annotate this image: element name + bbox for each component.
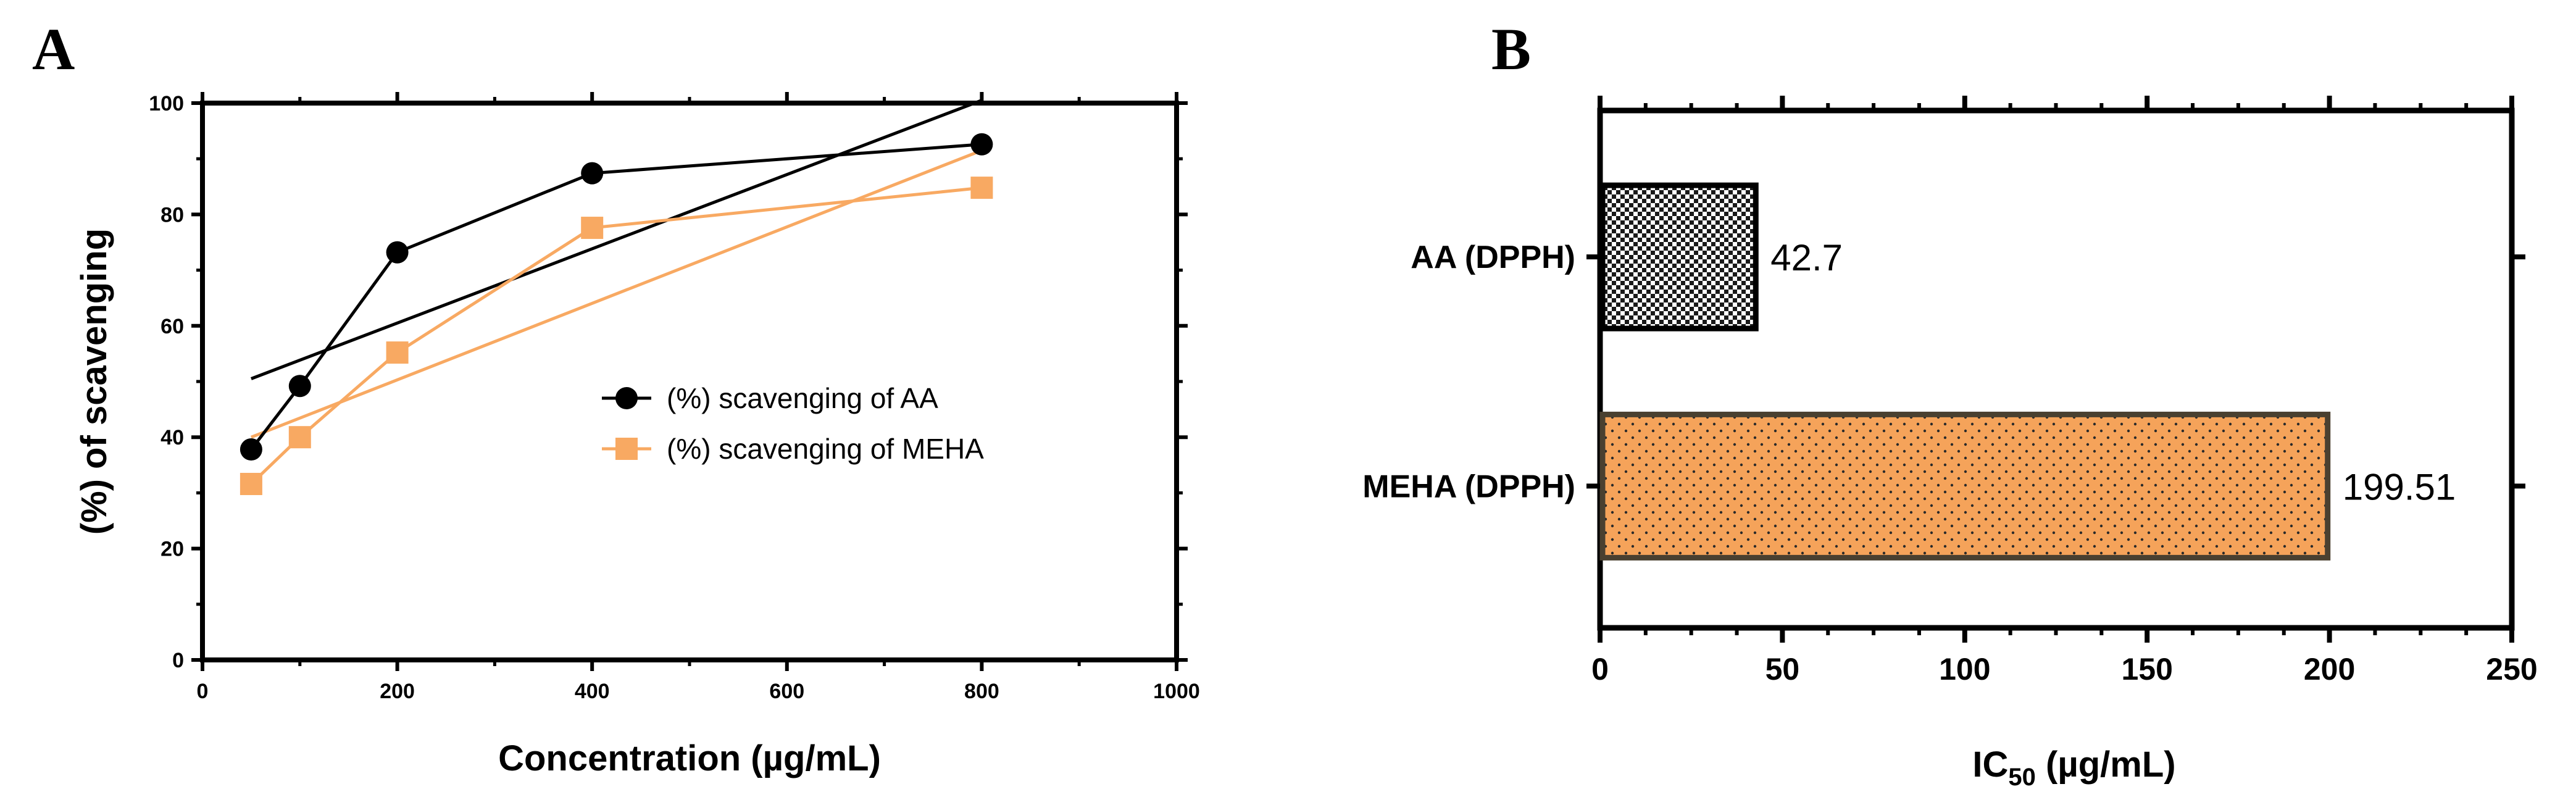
x-tick-label: 100 <box>1939 652 1990 686</box>
x-tick-label: 250 <box>2486 652 2537 686</box>
data-point-aa <box>386 241 409 264</box>
trendline-aa <box>251 99 983 380</box>
data-point-meha <box>581 217 604 240</box>
panel-a-x-axis-title: Concentration (µg/mL) <box>498 738 881 778</box>
legend-meha-label: (%) scavenging of MEHA <box>667 433 984 465</box>
panel-a-plot-frame <box>200 101 1179 662</box>
panel-a-y-ticks: 0 20 40 60 80 100 <box>149 92 1188 672</box>
data-point-aa <box>970 133 993 156</box>
bar-value-label: 199.51 <box>2343 466 2456 507</box>
x-tick-label: 600 <box>769 680 804 703</box>
x-tick-label: 0 <box>197 680 209 703</box>
panel-a-letter: A <box>32 16 75 82</box>
x-tick-label: 50 <box>1765 652 1800 686</box>
bar-meha-dpph <box>1599 411 2331 561</box>
panel-b-category-ticks: AA (DPPH) MEHA (DPPH) <box>1362 240 2525 504</box>
bar-aa-dpph <box>1599 182 1759 332</box>
x-tick-label: 0 <box>1591 652 1609 686</box>
panel-b-letter: B <box>1491 16 1531 82</box>
panel-b-x-ticks: 0 50 100 150 200 250 <box>1591 96 2538 686</box>
x-tick-label: 150 <box>2121 652 2172 686</box>
data-point-meha <box>288 426 311 449</box>
data-point-meha <box>240 472 262 495</box>
y-tick-label: 0 <box>172 649 184 672</box>
trendline-meha <box>250 149 983 439</box>
y-tick-label: 80 <box>160 203 184 227</box>
panel-b-x-axis-title-rest: (µg/mL) <box>2036 745 2176 785</box>
x-tick-label: 800 <box>964 680 999 703</box>
data-point-meha <box>386 341 409 364</box>
legend-item-meha: (%) scavenging of MEHA <box>602 433 984 465</box>
data-point-aa <box>288 375 311 398</box>
legend-aa-marker <box>615 387 638 409</box>
panel-b-x-axis-title: IC50 (µg/mL) <box>1972 745 2175 791</box>
x-tick-label: 400 <box>575 680 610 703</box>
bar-value-label: 42.7 <box>1770 237 1843 278</box>
panel-b-bars: 42.7 199.51 <box>1599 182 2456 561</box>
legend-aa-label: (%) scavenging of AA <box>667 382 938 414</box>
x-tick-label: 1000 <box>1153 680 1200 703</box>
y-tick-label: 20 <box>160 538 184 561</box>
panel-b-x-axis-title-main: IC <box>1972 745 2008 785</box>
y-tick-label: 60 <box>160 315 184 338</box>
legend-meha-marker <box>615 438 638 460</box>
x-tick-label: 200 <box>2304 652 2355 686</box>
y-tick-label: 40 <box>160 426 184 449</box>
category-label: AA (DPPH) <box>1411 240 1575 275</box>
panel-a-markers <box>240 133 993 495</box>
data-point-aa <box>240 438 262 461</box>
category-label: MEHA (DPPH) <box>1362 469 1575 504</box>
panel-a-legend: (%) scavenging of AA (%) scavenging of M… <box>602 382 984 465</box>
legend-item-aa: (%) scavenging of AA <box>602 382 938 414</box>
data-point-meha <box>970 177 993 199</box>
panel-b-x-axis-title-sub: 50 <box>2008 764 2036 791</box>
data-point-aa <box>581 162 604 185</box>
panel-a: A 0 20 40 60 80 100 0 200 400 600 800 1000 (%) of … <box>32 16 1200 778</box>
panel-a-x-ticks: 0 200 400 600 800 1000 <box>197 92 1200 703</box>
x-tick-label: 200 <box>380 680 415 703</box>
panel-a-trendlines <box>250 99 983 439</box>
y-tick-label: 100 <box>149 92 184 115</box>
panel-b: B 42.7 199.51 0 50 100 150 200 250 AA (DPPH) ME… <box>1362 16 2537 791</box>
panel-a-y-axis-title: (%) of scavenging <box>74 228 114 535</box>
